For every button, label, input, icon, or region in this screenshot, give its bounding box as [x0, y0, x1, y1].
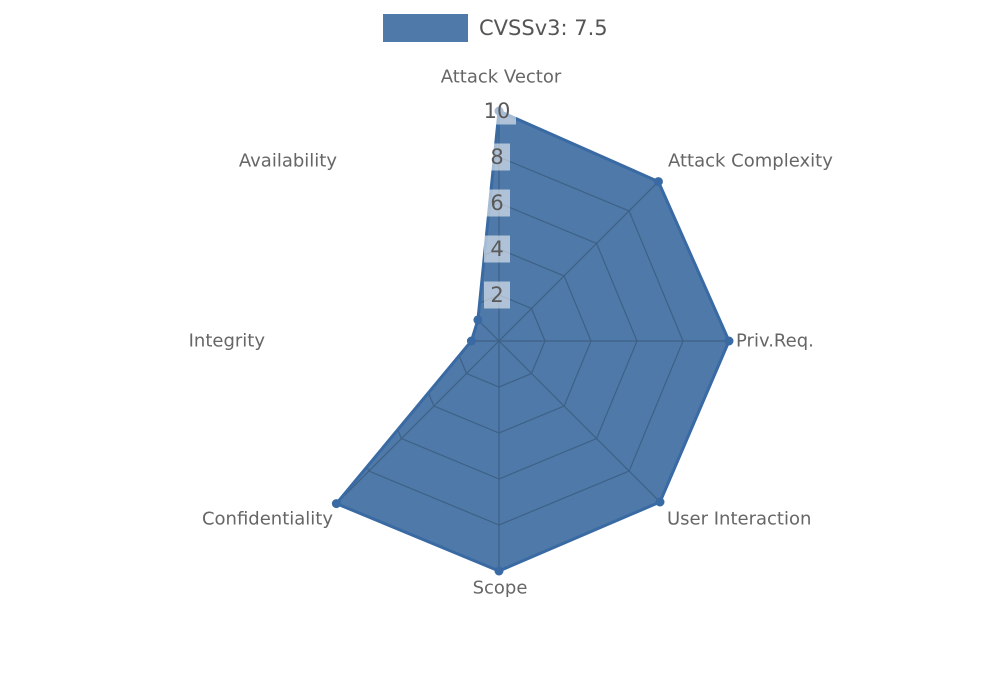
grid-spoke	[498, 340, 663, 505]
tick-box	[484, 189, 510, 217]
legend-label: CVSSv3: 7.5	[479, 16, 608, 40]
tick-box	[484, 235, 510, 263]
data-point-5	[331, 499, 341, 509]
axis-label-scope: Scope	[473, 578, 528, 599]
tick-label: 2	[490, 283, 503, 307]
axis-label-attack-complexity: Attack Complexity	[668, 151, 833, 172]
axis-label-user-interaction: User Interaction	[667, 509, 811, 530]
tick-box	[484, 143, 510, 171]
axis-label-priv-req: Priv.Req.	[736, 331, 814, 352]
tick-box	[484, 281, 510, 309]
data-point-7	[473, 315, 483, 325]
grid-spoke	[336, 177, 500, 342]
grid-spoke	[498, 177, 663, 342]
tick-box	[478, 97, 516, 125]
axis-label-attack-vector: Attack Vector	[441, 67, 562, 88]
grid-spoke	[336, 340, 500, 505]
tick-label: 4	[490, 237, 503, 261]
legend: CVSSv3: 7.5	[383, 14, 608, 42]
data-point-3	[655, 497, 665, 507]
axis-label-confidentiality: Confidentiality	[202, 509, 333, 530]
data-point-1	[653, 177, 663, 187]
data-point-6	[466, 336, 476, 346]
tick-label: 10	[484, 99, 511, 123]
legend-swatch	[383, 14, 468, 42]
tick-label: 8	[490, 145, 503, 169]
axis-label-availability: Availability	[239, 151, 337, 172]
data-point-2	[724, 336, 734, 346]
axis-label-integrity: Integrity	[189, 331, 266, 352]
data-point-4	[494, 566, 504, 576]
tick-label: 6	[490, 191, 503, 215]
